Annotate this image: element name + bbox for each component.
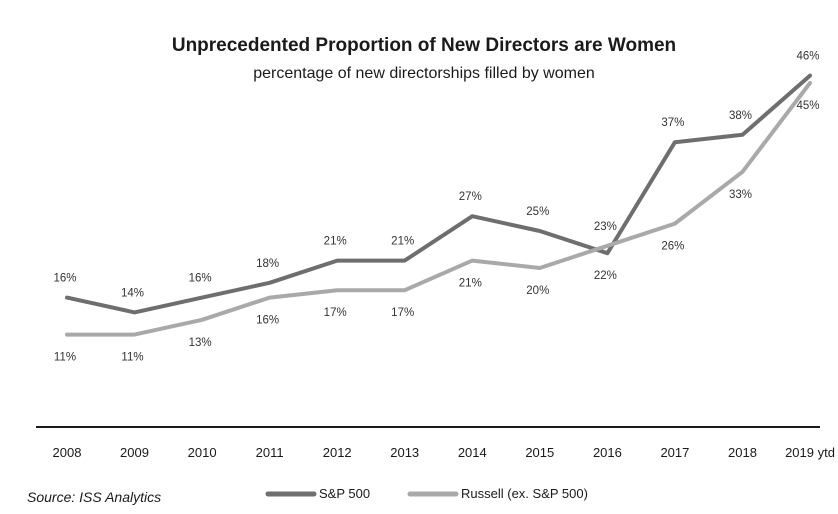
x-tick-label-2: 2010 [188,445,217,460]
data-label-russell-11: 45% [796,100,819,112]
data-label-sp500-9: 37% [661,117,684,129]
data-label-sp500-11: 46% [796,51,819,63]
data-label-russell-10: 33% [729,189,752,201]
x-tick-label-9: 2017 [660,445,689,460]
x-tick-label-4: 2012 [323,445,352,460]
x-tick-label-6: 2014 [458,445,487,460]
data-label-sp500-10: 38% [729,110,752,122]
data-label-sp500-5: 21% [391,236,414,248]
x-tick-label-10: 2018 [728,445,757,460]
data-label-russell-7: 20% [526,285,549,297]
data-label-russell-1: 11% [121,352,143,364]
chart-subtitle: percentage of new directorships filled b… [253,65,595,82]
data-label-sp500-1: 14% [121,287,144,299]
legend-label-russell: Russell (ex. S&P 500) [461,486,588,501]
data-label-sp500-8: 22% [594,270,617,282]
data-label-russell-3: 16% [256,315,279,327]
x-tick-label-7: 2015 [525,445,554,460]
data-label-russell-5: 17% [391,307,414,319]
data-labels-layer: 16% 11% 14% 11% 16% 13% 18% 16% 21% 17% 21% 17% 27% 2… [53,51,819,364]
data-label-russell-6: 21% [459,278,482,290]
x-tick-label-5: 2013 [390,445,419,460]
data-label-russell-8: 23% [594,221,617,233]
data-label-russell-9: 26% [661,241,684,253]
x-tick-label-0: 2008 [53,445,82,460]
data-label-russell-4: 17% [324,307,347,319]
x-tick-label-1: 2009 [120,445,149,460]
data-label-sp500-3: 18% [256,258,279,270]
chart-title: Unprecedented Proportion of New Director… [172,35,676,56]
legend: S&P 500 Russell (ex. S&P 500) [265,486,588,501]
x-tick-label-3: 2011 [256,445,284,460]
legend-label-sp500: S&P 500 [319,486,370,501]
series-line-russell [65,81,812,337]
x-tick-label-11: 2019 ytd [785,445,835,460]
source-note: Source: ISS Analytics [27,489,161,505]
data-label-sp500-0: 16% [53,273,76,285]
data-label-sp500-4: 21% [324,236,347,248]
series-layer [65,73,812,337]
data-label-sp500-7: 25% [526,206,549,218]
data-label-russell-0: 11% [54,352,76,364]
data-label-sp500-6: 27% [459,191,482,203]
data-label-sp500-2: 16% [189,273,212,285]
x-tick-labels: 2008 2009 2010 2011 2012 2013 2014 2015 2016 2017… [53,445,835,460]
data-label-russell-2: 13% [189,337,212,349]
series-line-sp500 [65,73,812,315]
x-tick-label-8: 2016 [593,445,622,460]
